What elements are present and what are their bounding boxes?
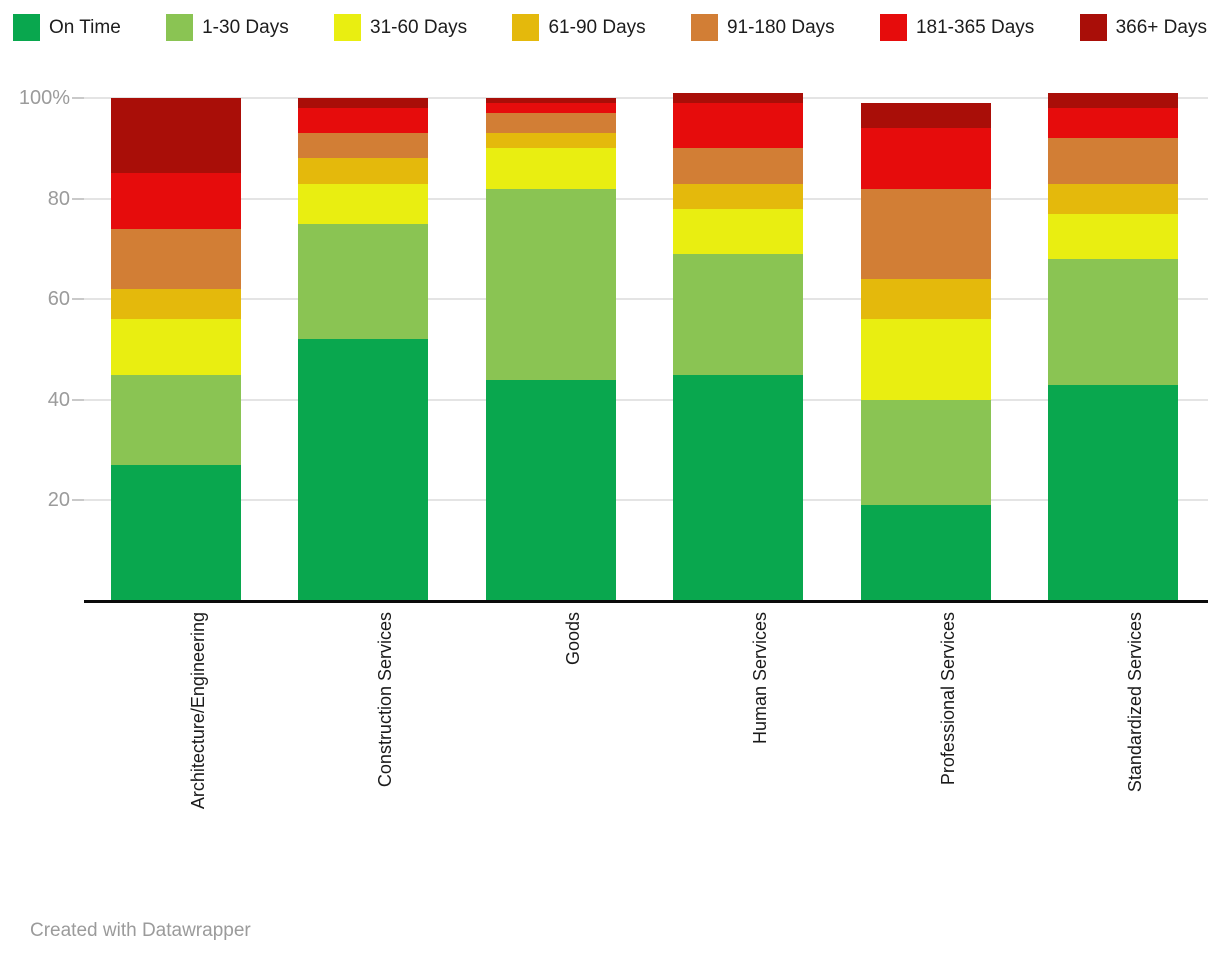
bar-segment-366-days[interactable] — [111, 98, 241, 174]
bar-segment-1-30-days[interactable] — [861, 399, 991, 506]
x-axis-line — [84, 600, 1208, 603]
bar-segment-on-time[interactable] — [861, 505, 991, 601]
legend-item-91-180-days[interactable]: 91-180 Days — [690, 13, 835, 41]
x-axis-label-professional-services: Professional Services — [938, 612, 958, 786]
bar-segment-31-60-days[interactable] — [298, 183, 428, 224]
bar-segment-181-365-days[interactable] — [486, 103, 616, 114]
bar-segment-61-90-days[interactable] — [1048, 183, 1178, 214]
gridline-60 — [84, 298, 1208, 301]
bar-segment-on-time[interactable] — [111, 465, 241, 601]
bar-segment-91-180-days[interactable] — [1048, 138, 1178, 184]
legend-swatch-icon — [1079, 13, 1107, 41]
x-axis-label-human-services: Human Services — [750, 612, 770, 745]
x-axis-label-goods: Goods — [563, 612, 583, 666]
legend-item-31-60-days[interactable]: 31-60 Days — [334, 13, 468, 41]
bar-segment-181-365-days[interactable] — [111, 173, 241, 229]
y-axis-label-80: 80 — [47, 187, 70, 210]
gridline-20 — [84, 499, 1208, 502]
bar-segment-366-days[interactable] — [861, 103, 991, 129]
x-axis-label-standardized-services: Standardized Services — [1125, 612, 1145, 793]
bar-segment-on-time[interactable] — [1048, 384, 1178, 601]
bar-segment-181-365-days[interactable] — [861, 128, 991, 189]
y-axis-tick — [72, 499, 84, 502]
legend-swatch-icon — [512, 13, 540, 41]
bar-segment-61-90-days[interactable] — [486, 133, 616, 149]
legend-label: 91-180 Days — [726, 16, 835, 38]
legend-item-61-90-days[interactable]: 61-90 Days — [512, 13, 646, 41]
bar-segment-91-180-days[interactable] — [298, 133, 428, 159]
bar-segment-31-60-days[interactable] — [111, 319, 241, 375]
legend-swatch-icon — [166, 13, 194, 41]
legend-item-366-days[interactable]: 366+ Days — [1079, 13, 1207, 41]
bar-segment-31-60-days[interactable] — [1048, 213, 1178, 259]
legend-label: 61-90 Days — [548, 16, 646, 38]
legend: On Time 1-30 Days 31-60 Days 61-90 Days 91-1… — [13, 13, 1207, 41]
y-axis-tick — [72, 298, 84, 301]
bar-segment-31-60-days[interactable] — [861, 319, 991, 400]
bar-segment-91-180-days[interactable] — [486, 113, 616, 134]
bar-segment-91-180-days[interactable] — [861, 188, 991, 280]
bar-segment-366-days[interactable] — [1048, 92, 1178, 109]
x-axis-label-architecture-engineering: Architecture/Engineering — [188, 612, 208, 810]
y-axis-label-40: 40 — [47, 388, 70, 411]
bar-segment-181-365-days[interactable] — [1048, 108, 1178, 139]
bar-segment-1-30-days[interactable] — [1048, 258, 1178, 385]
x-axis-label-construction-services: Construction Services — [375, 612, 395, 788]
legend-item-on-time[interactable]: On Time — [13, 13, 121, 41]
bar-segment-91-180-days[interactable] — [111, 228, 241, 290]
y-axis-tick — [72, 197, 84, 200]
bar-segment-31-60-days[interactable] — [486, 148, 616, 189]
bar-segment-on-time[interactable] — [298, 339, 428, 601]
bar-segment-61-90-days[interactable] — [111, 289, 241, 320]
datawrapper-credit-link[interactable]: Created with Datawrapper — [30, 920, 251, 941]
gridline-100 — [84, 97, 1208, 99]
legend-item-181-365-days[interactable]: 181-365 Days — [879, 13, 1035, 41]
bar-segment-61-90-days[interactable] — [298, 158, 428, 184]
bar-segment-366-days[interactable] — [298, 98, 428, 109]
legend-swatch-icon — [13, 13, 40, 41]
bar-segment-181-365-days[interactable] — [673, 103, 803, 149]
y-axis-label-60: 60 — [47, 288, 70, 311]
bar-segment-1-30-days[interactable] — [673, 253, 803, 375]
legend-label: On Time — [49, 16, 121, 38]
bar-segment-on-time[interactable] — [673, 374, 803, 601]
bar-segment-on-time[interactable] — [486, 379, 616, 601]
legend-label: 1-30 Days — [202, 16, 289, 38]
bar-segment-31-60-days[interactable] — [673, 208, 803, 254]
legend-item-1-30-days[interactable]: 1-30 Days — [166, 13, 289, 41]
bar-segment-1-30-days[interactable] — [486, 188, 616, 380]
legend-label: 366+ Days — [1115, 16, 1207, 38]
bar-segment-181-365-days[interactable] — [298, 108, 428, 134]
legend-label: 181-365 Days — [915, 16, 1035, 38]
bar-segment-61-90-days[interactable] — [861, 279, 991, 320]
legend-swatch-icon — [334, 13, 362, 41]
legend-label: 31-60 Days — [370, 16, 468, 38]
bar-segment-1-30-days[interactable] — [111, 374, 241, 466]
bar-segment-91-180-days[interactable] — [673, 148, 803, 184]
bar-segment-61-90-days[interactable] — [673, 183, 803, 209]
y-axis-label-100: 100% — [18, 87, 70, 109]
y-axis-tick — [72, 398, 84, 401]
bar-segment-1-30-days[interactable] — [298, 223, 428, 340]
bar-segment-366-days[interactable] — [486, 98, 616, 104]
gridline-40 — [84, 398, 1208, 401]
bar-segment-366-days[interactable] — [673, 92, 803, 104]
legend-swatch-icon — [879, 13, 907, 41]
y-axis-label-20: 20 — [47, 489, 70, 512]
gridline-80 — [84, 197, 1208, 200]
legend-swatch-icon — [690, 13, 718, 41]
y-axis-tick — [72, 97, 84, 99]
